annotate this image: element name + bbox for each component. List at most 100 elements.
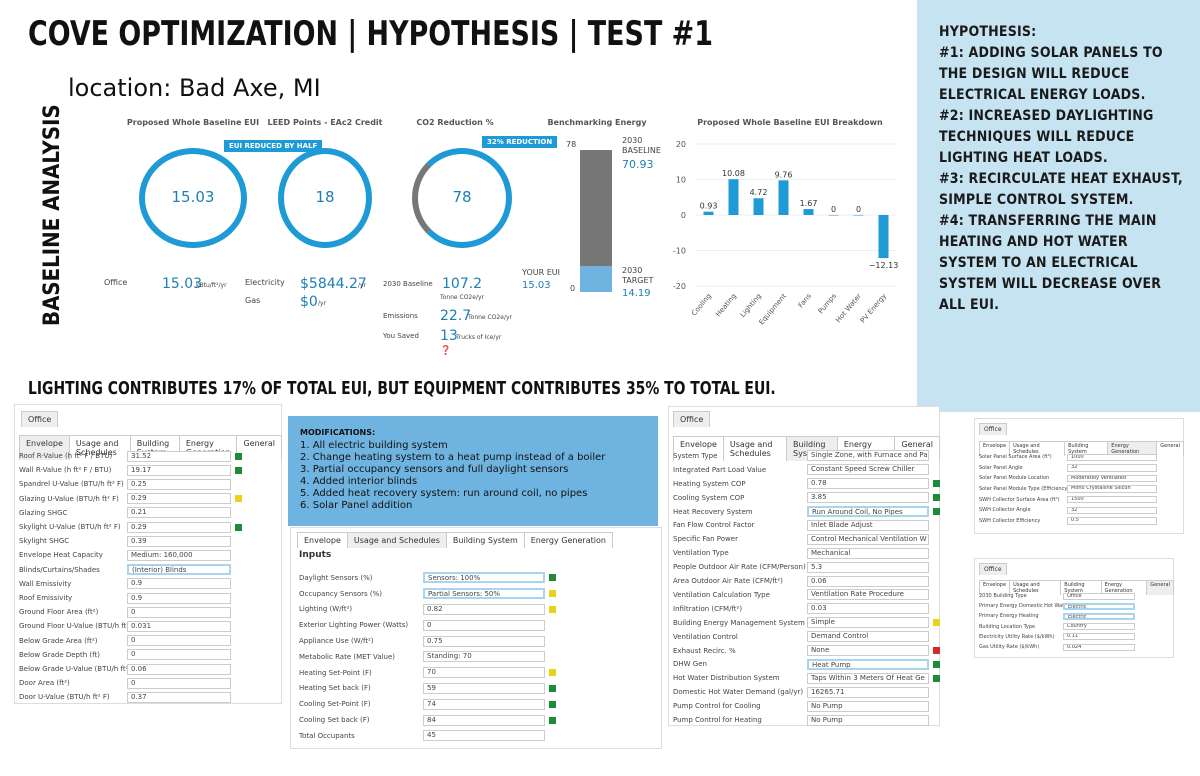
field-input[interactable]: 32	[1067, 464, 1157, 472]
field-input[interactable]: (Interior) Blinds	[127, 564, 231, 576]
field-input[interactable]: 0.9	[127, 578, 231, 590]
field-input[interactable]: 0	[127, 635, 231, 647]
tab-office[interactable]: Office	[979, 423, 1007, 435]
field-input[interactable]: 0.03	[807, 603, 929, 615]
co2-callout: 32% REDUCTION	[482, 136, 558, 148]
tab-usage-and-schedules[interactable]: Usage and Schedules	[346, 532, 447, 548]
tab-office[interactable]: Office	[673, 411, 711, 427]
form-row: Cooling Set back (F) 84	[295, 712, 556, 728]
form-row: People Outdoor Air Rate (CFM/Person) 5.3	[669, 560, 929, 574]
field-input[interactable]: 32	[1067, 506, 1157, 515]
field-input[interactable]: No Pump	[807, 714, 929, 726]
field-input[interactable]: 0	[127, 649, 231, 661]
field-input[interactable]: 0.06	[127, 663, 231, 675]
field-input[interactable]: Electric	[1063, 612, 1135, 621]
tab-building-system[interactable]: Building System	[1064, 441, 1109, 456]
tab-envelope[interactable]: Envelope	[297, 532, 348, 548]
field-input[interactable]: Partial Sensors: 50%	[423, 588, 545, 600]
field-input[interactable]: 0.11	[1063, 633, 1135, 641]
tab-usage-and-schedules[interactable]: Usage and Schedules	[722, 436, 788, 461]
bar-hot-water	[853, 215, 864, 216]
tab-general[interactable]: General	[1156, 441, 1184, 456]
tab-office[interactable]: Office	[21, 411, 59, 427]
field-input[interactable]: Heat Pump	[807, 658, 929, 670]
field-input[interactable]: Constant Speed Screw Chiller	[807, 464, 929, 476]
field-label: Primary Energy Domestic Hot Water	[979, 603, 1063, 610]
field-input[interactable]: 0.21	[127, 507, 231, 519]
field-input[interactable]: No Pump	[807, 700, 929, 712]
field-input[interactable]: 16265.71	[807, 686, 929, 698]
x-tick-label: Cooling	[690, 292, 713, 317]
tab-envelope[interactable]: Envelope	[19, 435, 70, 460]
field-input[interactable]: Ventilation Rate Procedure	[807, 589, 929, 601]
field-input[interactable]: 5.3	[807, 561, 929, 573]
field-input[interactable]: 0.39	[127, 535, 231, 547]
field-input[interactable]: Office	[1063, 592, 1135, 600]
field-input[interactable]: 0	[423, 619, 545, 631]
field-input[interactable]: Control Mechanical Ventilation W	[807, 533, 929, 545]
field-input[interactable]: Demand Control	[807, 631, 929, 643]
field-input[interactable]: 0.5	[1067, 517, 1157, 525]
field-input[interactable]: 0.29	[127, 493, 231, 505]
tab-building-system[interactable]: Building System	[1060, 580, 1102, 595]
field-label: Occupancy Sensors (%)	[299, 589, 383, 598]
tab-office[interactable]: Office	[979, 563, 1007, 575]
field-input[interactable]: 74	[423, 698, 545, 710]
status-indicator	[549, 605, 556, 613]
field-input[interactable]: 0.78	[807, 478, 929, 490]
field-input[interactable]: 0.031	[127, 620, 231, 632]
field-input[interactable]: 0.06	[807, 575, 929, 587]
tab-building-system[interactable]: Building System	[445, 532, 525, 548]
field-input[interactable]: Electric	[1063, 602, 1135, 610]
field-input[interactable]: Standing: 70	[423, 651, 545, 663]
field-input[interactable]: 0	[127, 677, 231, 689]
field-input[interactable]: 0.29	[127, 521, 231, 533]
field-input[interactable]: 0.82	[423, 603, 545, 615]
field-input[interactable]: 0.25	[127, 478, 231, 490]
modifications-list: 1. All electric building system 2. Change…	[300, 440, 646, 512]
field-input[interactable]: None	[807, 645, 929, 657]
field-input[interactable]: Inlet Blade Adjust	[807, 519, 929, 531]
y-tick-label: 0	[681, 211, 686, 220]
tab-energy-generation[interactable]: Energy Generation	[523, 532, 613, 548]
field-input[interactable]: Medium: 160,000	[127, 549, 231, 561]
field-input[interactable]: 0.024	[1063, 643, 1135, 651]
field-input[interactable]: Run Around Coil, No Pipes	[807, 506, 929, 518]
field-input[interactable]: Taps Within 3 Meters Of Heat Ge	[807, 672, 929, 684]
leed-value: 18	[315, 188, 335, 206]
field-input[interactable]: 0.75	[423, 635, 545, 647]
field-input[interactable]: 45	[423, 730, 545, 742]
field-input[interactable]: 1000	[1067, 453, 1157, 462]
field-input[interactable]: Single Zone, with Furnace and Pa	[807, 450, 929, 462]
field-input[interactable]: 84	[423, 714, 545, 726]
field-input[interactable]: 3.85	[807, 492, 929, 504]
field-input[interactable]: 0.37	[127, 691, 231, 703]
tab-usage-and-schedules[interactable]: Usage and Schedules	[68, 435, 131, 460]
tab-usage-and-schedules[interactable]: Usage and Schedules	[1009, 441, 1066, 456]
form-row: Heat Recovery System Run Around Coil, No …	[669, 505, 940, 519]
tab-envelope[interactable]: Envelope	[673, 436, 724, 461]
help-icon[interactable]: ❓	[440, 346, 452, 356]
field-input[interactable]: 31.52	[127, 450, 231, 462]
field-input[interactable]: 0.9	[127, 592, 231, 604]
field-input[interactable]: 1500	[1067, 495, 1157, 504]
field-label: Solar Panel Angle	[979, 464, 1023, 471]
tab-energy-generation[interactable]: Energy Generation	[1107, 441, 1158, 456]
status-indicator	[933, 660, 940, 668]
field-input[interactable]: Mechanical	[807, 547, 929, 559]
field-label: Skylight U-Value (BTU/h ft² F)	[19, 523, 121, 532]
field-input[interactable]: 70	[423, 667, 545, 679]
field-input[interactable]: 59	[423, 682, 545, 694]
field-label: Glazing SHGC	[19, 508, 68, 517]
field-input[interactable]: Mono Crystalline Silicon	[1067, 485, 1157, 493]
field-input[interactable]: Country	[1063, 623, 1135, 631]
field-input[interactable]: 19.17	[127, 464, 231, 476]
tab-general[interactable]: General	[236, 435, 282, 460]
field-input[interactable]: 0	[127, 606, 231, 618]
field-label: Heating System COP	[673, 479, 746, 488]
field-input[interactable]: Simple	[807, 617, 929, 629]
tab-general[interactable]: General	[1146, 580, 1174, 595]
field-input[interactable]: Moderately Ventilated	[1067, 474, 1157, 483]
field-input[interactable]: Sensors: 100%	[423, 572, 545, 584]
field-label: Glazing U-Value (BTU/h ft² F)	[19, 494, 119, 503]
